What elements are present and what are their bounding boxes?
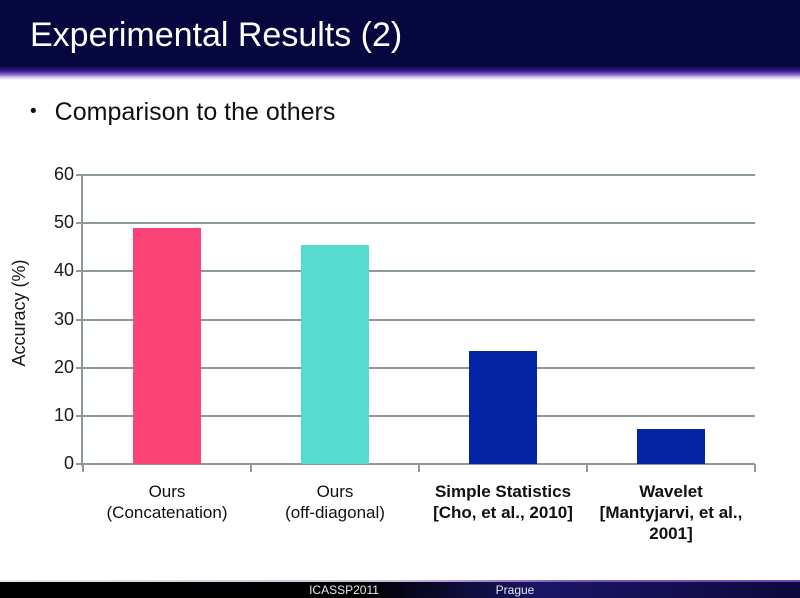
x-category-label-line: [Cho, et al., 2010] bbox=[433, 503, 573, 522]
x-category-label: Ours (Concatenation) bbox=[83, 481, 251, 523]
x-category-label: Wavelet [Mantyjarvi, et al., 2001] bbox=[587, 481, 755, 544]
footer-city-label: Prague bbox=[495, 583, 535, 597]
y-axis-line bbox=[81, 175, 83, 466]
y-tick-label: 0 bbox=[63, 453, 74, 473]
y-tick bbox=[76, 270, 83, 273]
x-tick bbox=[418, 464, 420, 472]
gridline bbox=[83, 174, 755, 176]
x-category-label-line: (Concatenation) bbox=[106, 503, 228, 522]
gridline bbox=[83, 414, 755, 417]
y-tick-label: 60 bbox=[53, 164, 74, 184]
gridline bbox=[83, 270, 755, 273]
bullet-line: • Comparison to the others bbox=[30, 98, 335, 127]
bar bbox=[133, 227, 201, 464]
y-tick bbox=[76, 463, 83, 465]
bullet-text: Comparison to the others bbox=[54, 98, 336, 126]
bar bbox=[637, 429, 705, 464]
gridline bbox=[83, 366, 755, 369]
y-tick-label: 30 bbox=[53, 308, 74, 329]
y-tick-label: 40 bbox=[53, 260, 74, 281]
x-category-label-line: Simple Statistics bbox=[434, 482, 572, 501]
title-gradient-divider bbox=[0, 66, 800, 80]
title-bar: Experimental Results (2) bbox=[0, 0, 800, 66]
x-tick bbox=[250, 464, 252, 472]
x-tick bbox=[82, 464, 84, 472]
y-tick bbox=[76, 366, 83, 369]
x-category-label-line: (off-diagonal) bbox=[285, 503, 385, 522]
x-tick bbox=[586, 464, 588, 472]
y-tick bbox=[76, 174, 83, 176]
y-tick-label: 50 bbox=[53, 212, 74, 233]
x-category-label: Simple Statistics [Cho, et al., 2010] bbox=[419, 481, 587, 523]
bar bbox=[301, 244, 369, 464]
bar bbox=[469, 350, 537, 464]
page-title: Experimental Results (2) bbox=[30, 16, 403, 54]
x-category-label-line: [Mantyjarvi, et al., bbox=[599, 503, 743, 522]
footer-conference-label: ICASSP2011 bbox=[309, 583, 379, 597]
x-category-label-line: Wavelet bbox=[639, 482, 703, 501]
y-tick-label: 10 bbox=[53, 404, 74, 425]
x-category-label-line: Ours bbox=[316, 482, 354, 501]
y-tick bbox=[76, 222, 83, 225]
y-tick-label: 20 bbox=[53, 356, 74, 377]
x-category-label: Ours (off-diagonal) bbox=[251, 481, 419, 523]
x-category-label-line: Ours bbox=[148, 482, 186, 501]
x-tick bbox=[754, 464, 756, 472]
y-tick bbox=[76, 414, 83, 417]
gridline bbox=[83, 318, 755, 321]
footer-bar: ICASSP2011 Prague bbox=[0, 580, 800, 598]
x-category-label-line: 2001] bbox=[649, 524, 693, 543]
footer-accent-line bbox=[0, 580, 800, 582]
gridline bbox=[83, 222, 755, 225]
bullet-icon: • bbox=[30, 101, 37, 122]
y-tick bbox=[76, 318, 83, 321]
